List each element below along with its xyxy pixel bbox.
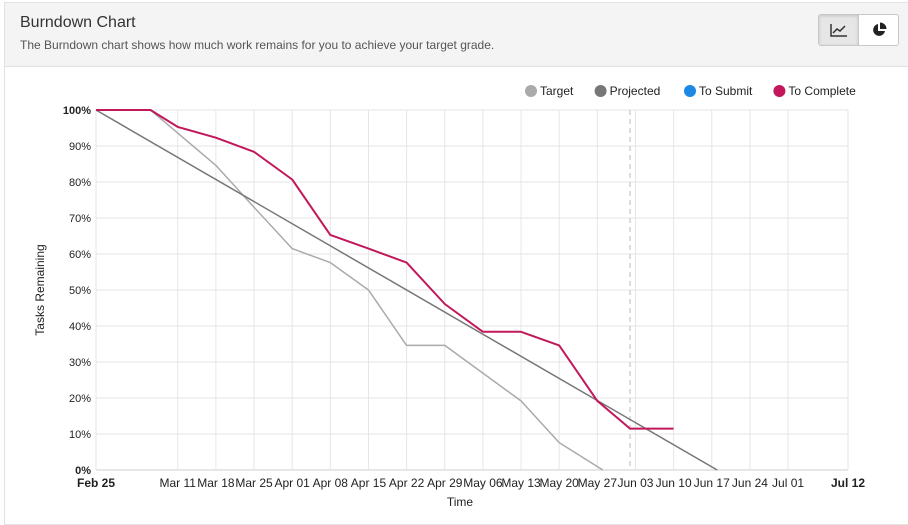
x-axis-title: Time (447, 495, 474, 509)
legend-marker (525, 85, 537, 97)
page-subtitle: The Burndown chart shows how much work r… (20, 38, 495, 52)
line-view-button[interactable] (819, 15, 858, 45)
y-tick-label: 70% (69, 213, 91, 225)
line-chart-icon (829, 24, 847, 37)
legend-label: Projected (610, 84, 661, 98)
y-tick-label: 30% (69, 357, 91, 369)
legend-label: To Submit (699, 84, 753, 98)
y-tick-label: 50% (69, 285, 91, 297)
series-line-projected (95, 109, 718, 471)
pie-view-button[interactable] (858, 15, 898, 45)
x-tick-label: Jul 01 (772, 476, 804, 490)
x-tick-label: May 20 (540, 476, 580, 490)
panel-header: Burndown Chart The Burndown chart shows … (5, 3, 908, 67)
x-tick-label: Apr 29 (427, 476, 463, 490)
y-tick-label: 0% (75, 465, 91, 477)
x-tick-label: May 13 (501, 476, 541, 490)
y-tick-label: 40% (69, 321, 91, 333)
grid-lines (95, 109, 849, 471)
x-tick-label: Apr 15 (351, 476, 387, 490)
burndown-panel: Burndown Chart The Burndown chart shows … (4, 2, 908, 525)
chart-legend: Target Projected To Submit To Complete (525, 84, 856, 98)
x-tick-label: May 27 (578, 476, 618, 490)
x-tick-label: Feb 25 (77, 476, 115, 490)
legend-marker (594, 85, 607, 97)
y-tick-label: 90% (69, 141, 91, 153)
x-tick-label: Apr 08 (313, 476, 349, 490)
legend-marker (773, 85, 786, 97)
legend-label: Target (540, 84, 574, 98)
page-title: Burndown Chart (20, 14, 136, 31)
series-line-target (96, 109, 604, 471)
x-tick-label: Mar 18 (197, 476, 235, 490)
y-tick-label: 20% (69, 393, 91, 405)
x-tick-label: Mar 25 (235, 476, 273, 490)
x-tick-label: Jun 03 (617, 476, 653, 490)
x-tick-label: Jun 10 (656, 476, 692, 490)
x-tick-label: Apr 01 (274, 476, 310, 490)
x-tick-label: Mar 11 (160, 476, 197, 490)
x-tick-label: Jun 17 (694, 476, 730, 490)
pie-chart-icon (872, 22, 886, 36)
legend-marker (684, 85, 696, 97)
legend-label: To Complete (788, 84, 856, 98)
view-toggle (818, 14, 899, 46)
y-tick-label: 10% (69, 429, 91, 441)
y-tick-label: 80% (69, 177, 91, 189)
x-tick-label: Apr 22 (389, 476, 425, 490)
x-tick-label: Jul 12 (831, 476, 865, 490)
y-axis-title: Tasks Remaining (33, 244, 47, 335)
y-tick-label: 100% (63, 105, 91, 117)
series-line-to-complete (96, 109, 674, 430)
y-tick-label: 60% (69, 249, 91, 261)
x-tick-label: Jun 24 (732, 476, 768, 490)
x-tick-label: May 06 (463, 476, 503, 490)
